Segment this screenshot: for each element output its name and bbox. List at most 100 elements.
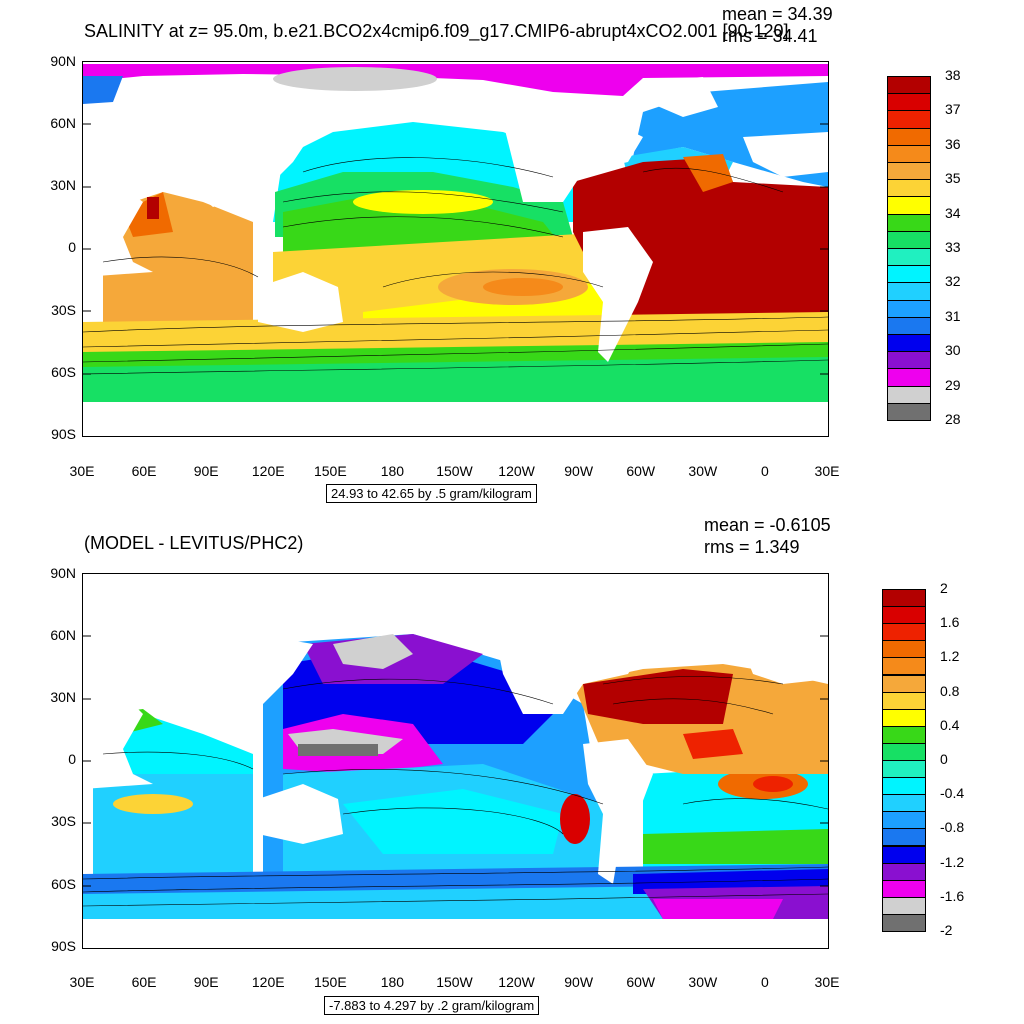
panel2-map-svg	[83, 574, 828, 948]
panel2-lon-label: 90E	[193, 974, 219, 990]
panel1-lat-60n: 60N	[50, 115, 76, 131]
colorbar-swatch	[887, 368, 931, 387]
panel2-lat-60s: 60S	[51, 876, 76, 892]
colorbar-label: 29	[945, 376, 961, 393]
colorbar-swatch	[887, 351, 931, 370]
colorbar-swatch	[882, 811, 926, 830]
panel2-lon-label: 90W	[564, 974, 594, 990]
colorbar-swatch	[882, 828, 926, 847]
colorbar-swatch	[887, 93, 931, 112]
panel1-lat-30s: 30S	[51, 302, 76, 318]
colorbar-label: 32	[945, 273, 961, 290]
colorbar-swatch	[887, 213, 931, 232]
panel2-lon-label: 0	[761, 974, 769, 990]
panel1-lon-label: 0	[761, 463, 769, 479]
panel1-lon-label: 90E	[193, 463, 219, 479]
panel2-lon-label: 60E	[131, 974, 157, 990]
colorbar-swatch	[882, 640, 926, 659]
colorbar-label: 30	[945, 342, 961, 359]
colorbar-label: -2	[940, 922, 953, 938]
colorbar-label: 28	[945, 411, 961, 427]
colorbar-swatch	[882, 725, 926, 744]
colorbar-swatch	[882, 913, 926, 932]
panel1-salinity-map	[82, 61, 829, 437]
panel2-lat-30s: 30S	[51, 813, 76, 829]
panel2-lat-30n: 30N	[50, 689, 76, 705]
panel2-title: (MODEL - LEVITUS/PHC2)	[84, 533, 304, 553]
panel2-colorbar: 2 1.6 1.2 0.8 0.4 0 -0.4 -0.8 -1.2 -1.6 -2	[882, 580, 964, 938]
colorbar-swatch	[882, 896, 926, 915]
panel2-mean: mean = -0.6105	[704, 515, 831, 535]
colorbar-label: 0.4	[940, 716, 960, 733]
panel2-lon-label: 180	[380, 974, 405, 990]
panel1-lon-label: 60E	[131, 463, 157, 479]
colorbar-label: 2	[940, 580, 948, 596]
colorbar-label: 34	[945, 204, 961, 221]
colorbar-swatch	[887, 248, 931, 267]
panel1-range-text: 24.93 to 42.65 by .5 gram/kilogram	[326, 484, 537, 503]
colorbar-swatch	[887, 282, 931, 301]
colorbar-label: -0.8	[940, 819, 965, 836]
colorbar-swatch	[887, 179, 931, 198]
colorbar-swatch	[887, 385, 931, 404]
colorbar-swatch	[882, 794, 926, 813]
panel1-rms: rms = 34.41	[722, 26, 818, 46]
panel2-range-text: -7.883 to 4.297 by .2 gram/kilogram	[324, 996, 540, 1015]
panel2-contours	[83, 676, 828, 907]
colorbar-swatch	[882, 879, 926, 898]
colorbar-swatch	[887, 127, 931, 146]
panel1-lat-0: 0	[68, 239, 76, 255]
colorbar-swatch	[882, 691, 926, 710]
colorbar-swatch	[887, 196, 931, 215]
colorbar-label: 36	[945, 135, 961, 152]
panel2-lon-label: 120E	[251, 974, 285, 990]
colorbar-label: 33	[945, 239, 961, 255]
colorbar-swatch	[882, 674, 926, 693]
colorbar-swatch	[882, 623, 926, 642]
panel1-lon-label: 150W	[436, 463, 473, 479]
colorbar-swatch	[882, 589, 926, 608]
colorbar-swatch	[887, 316, 931, 335]
panel1-lon-label: 120E	[251, 463, 285, 479]
colorbar-label: 0.8	[940, 682, 960, 699]
panel1-lon-label: 90W	[564, 463, 594, 479]
colorbar-swatch	[887, 110, 931, 129]
panel1-colorbar: 38 37 36 35 34 33 32 31 30 29 28	[887, 67, 961, 427]
colorbar-label: 1.2	[940, 648, 960, 665]
panel1-map-svg	[83, 62, 828, 436]
panel2-lon-label: 30E	[814, 974, 840, 990]
colorbar-swatch	[882, 777, 926, 796]
panel2-lon-label: 60W	[626, 974, 656, 990]
colorbar-swatch	[882, 742, 926, 761]
colorbar-label: -1.6	[940, 887, 965, 904]
panel2-lon-label: 30W	[688, 974, 718, 990]
colorbar-swatch	[882, 862, 926, 881]
colorbar-swatch	[887, 299, 931, 318]
colorbar-label: -1.2	[940, 853, 965, 870]
colorbar-swatch	[882, 606, 926, 625]
colorbar-label: 1.6	[940, 614, 960, 631]
panel2-lat-90n: 90N	[50, 565, 76, 581]
colorbar-label: 31	[945, 307, 961, 324]
colorbar-swatch	[887, 230, 931, 249]
panel2-difference-map	[82, 573, 829, 949]
colorbar-label: 38	[945, 67, 961, 83]
colorbar-swatch	[887, 144, 931, 163]
panel2-rms: rms = 1.349	[704, 537, 800, 557]
panel2-lon-label: 150W	[436, 974, 473, 990]
panel2-lat-60n: 60N	[50, 627, 76, 643]
panel2-lon-label: 150E	[313, 974, 347, 990]
panel1-lat-90n: 90N	[50, 53, 76, 69]
colorbar-swatch	[882, 657, 926, 676]
panel1-lat-60s: 60S	[51, 364, 76, 380]
panel1-lon-label: 180	[380, 463, 405, 479]
colorbar-label: 0	[940, 751, 948, 767]
panel2-lat-0: 0	[68, 751, 76, 767]
colorbar-swatch	[887, 162, 931, 181]
colorbar-swatch	[882, 708, 926, 727]
colorbar-swatch	[882, 845, 926, 864]
colorbar-label: 37	[945, 101, 961, 118]
colorbar-swatch	[887, 334, 931, 353]
panel1-lat-90s: 90S	[51, 426, 76, 442]
panel1-title: SALINITY at z= 95.0m, b.e21.BCO2x4cmip6.…	[84, 21, 789, 41]
